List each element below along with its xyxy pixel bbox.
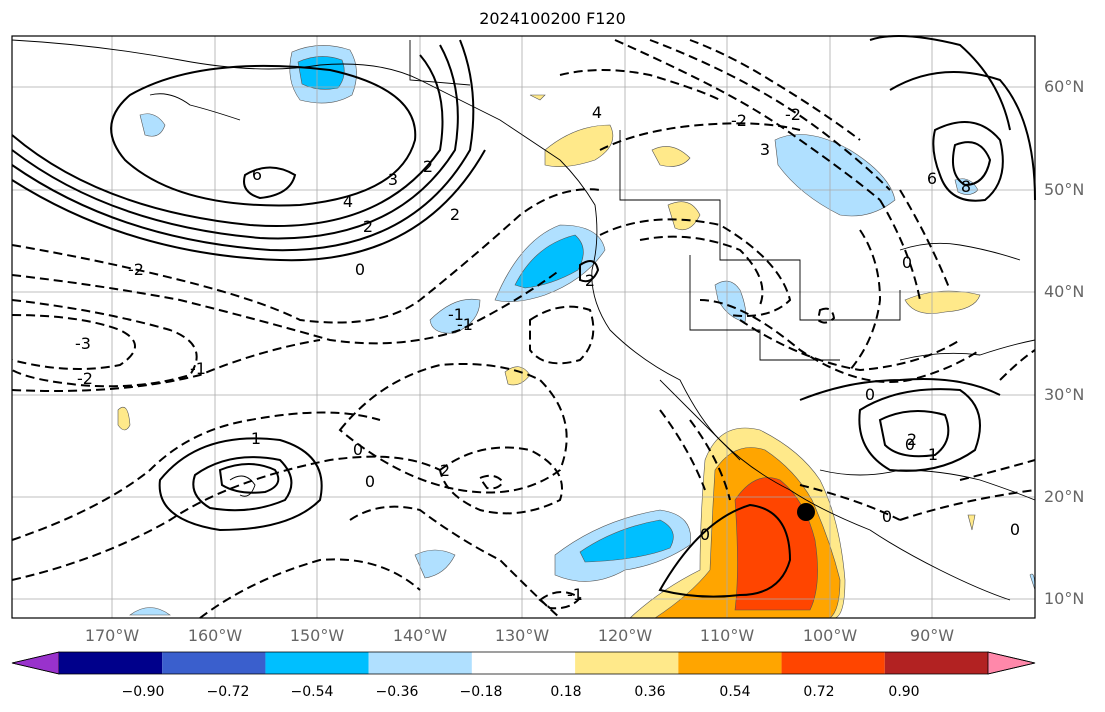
colorbar-segment [471, 652, 576, 674]
contour-label: -1 [567, 585, 583, 604]
colorbar-tick-label: 0.72 [803, 684, 835, 700]
colorbar-extend-high [987, 651, 1036, 675]
lon-label: 120°W [597, 626, 653, 645]
contour-label: -2 [128, 260, 144, 279]
contour-label: 0 [905, 435, 915, 454]
contour-label: 2 [440, 461, 450, 480]
contour-labels: 6 4 3 2 2 2 -2 -3 -2 -1 0 -1 -1 1 0 0 2 … [75, 103, 1020, 604]
colorbar-segment [265, 652, 369, 674]
contour-label: -1 [457, 315, 473, 334]
contour-label: 6 [927, 169, 937, 188]
contour-label: 2 [907, 430, 917, 449]
contours-negative [11, 39, 1036, 619]
colorbar-tick-label: 0.90 [888, 684, 920, 700]
location-marker [797, 503, 815, 521]
shade-cyan-alaska [297, 56, 345, 90]
contour-label: 0 [700, 525, 710, 544]
contour-label: 3 [388, 170, 398, 189]
map-frame [11, 35, 1036, 619]
coastlines [11, 39, 1036, 601]
colorbar-segment [781, 652, 885, 674]
contour-label: 0 [353, 440, 363, 459]
contour-label: 0 [865, 385, 875, 404]
contours-positive [11, 35, 1036, 598]
contour-label: 0 [1010, 520, 1020, 539]
contour-label: -3 [75, 334, 91, 353]
shaded-regions [117, 45, 1036, 619]
contour-label: -2 [731, 111, 747, 130]
lat-label: 50°N [1044, 180, 1085, 199]
contour-label: 8 [961, 177, 971, 196]
lon-label: 140°W [392, 626, 448, 645]
colorbar-extend-low [11, 651, 60, 675]
lon-label: 100°W [802, 626, 858, 645]
lat-label: 30°N [1044, 385, 1085, 404]
lat-label: 10°N [1044, 589, 1085, 608]
colorbar-tick-label: −0.72 [206, 684, 250, 700]
map-title: 2024100200 F120 [479, 9, 626, 28]
contour-label: 0 [882, 507, 892, 526]
contour-label: 1 [928, 445, 938, 464]
colorbar-segment [59, 652, 163, 674]
colorbar [11, 651, 1036, 675]
contour-label: -1 [190, 359, 206, 378]
map-background [12, 36, 1035, 618]
contour-label: 2 [423, 157, 433, 176]
contour-label: 2 [363, 217, 373, 236]
shade-yellow-coast [544, 124, 614, 167]
contour-label: 3 [760, 140, 770, 159]
lon-label: 170°W [84, 626, 140, 645]
lon-label: 90°W [909, 626, 955, 645]
lon-label: 160°W [187, 626, 243, 645]
contour-label: 2 [450, 205, 460, 224]
colorbar-tick-label: 0.36 [634, 684, 666, 700]
colorbar-segment [884, 652, 988, 674]
colorbar-segment [678, 652, 782, 674]
colorbar-segment [368, 652, 472, 674]
contour-label: 0 [902, 253, 912, 272]
contour-label: 1 [251, 429, 261, 448]
contour-label: 0 [355, 260, 365, 279]
lat-label: 20°N [1044, 487, 1085, 506]
lat-label: 40°N [1044, 282, 1085, 301]
colorbar-segment [162, 652, 266, 674]
colorbar-outline [11, 651, 1036, 675]
contour-label: 4 [343, 192, 353, 211]
contour-label: 4 [592, 103, 602, 122]
lon-label: 150°W [289, 626, 345, 645]
contour-label: 0 [365, 472, 375, 491]
lon-label: 130°W [494, 626, 550, 645]
colorbar-tick-label: 0.18 [550, 684, 582, 700]
lon-label: 110°W [699, 626, 755, 645]
colorbar-segment [575, 652, 679, 674]
contour-label: -2 [77, 369, 93, 388]
colorbar-tick-label: −0.36 [375, 684, 419, 700]
colorbar-tick-label: −0.54 [290, 684, 334, 700]
contour-label: -1 [448, 305, 464, 324]
colorbar-tick-label: −0.90 [121, 684, 165, 700]
colorbar-tick-label: −0.18 [459, 684, 503, 700]
shade-blue-canada [774, 134, 896, 217]
lat-label: 60°N [1044, 77, 1085, 96]
contour-label: 6 [252, 165, 262, 184]
contour-label: 2 [585, 271, 595, 290]
contour-label: -2 [785, 105, 801, 124]
colorbar-tick-label: 0.54 [719, 684, 751, 700]
